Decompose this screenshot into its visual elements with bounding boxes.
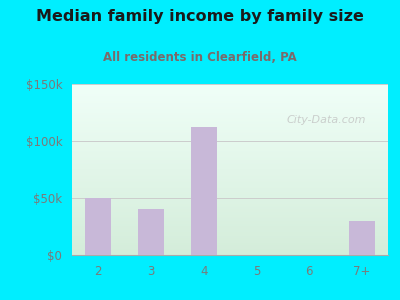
Bar bbox=[348, 221, 375, 255]
Bar bbox=[85, 198, 112, 255]
Bar bbox=[190, 127, 217, 255]
Text: Median family income by family size: Median family income by family size bbox=[36, 9, 364, 24]
Text: City-Data.com: City-Data.com bbox=[287, 115, 366, 125]
Text: All residents in Clearfield, PA: All residents in Clearfield, PA bbox=[103, 51, 297, 64]
Bar bbox=[138, 209, 164, 255]
